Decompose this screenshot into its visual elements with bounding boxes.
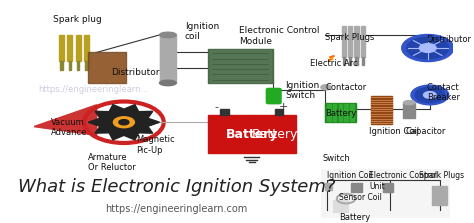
Bar [85,61,88,70]
FancyBboxPatch shape [266,88,281,104]
Bar [321,169,449,218]
Text: Ignition Coil: Ignition Coil [369,127,419,136]
Bar [342,26,346,57]
Bar [355,57,358,66]
Circle shape [321,85,331,90]
Bar [436,186,439,205]
Bar [91,55,124,81]
Text: Battery: Battery [325,109,356,118]
Circle shape [119,120,129,125]
Bar [275,109,283,115]
Bar [327,104,330,121]
Bar [345,104,348,121]
Bar [383,183,393,192]
Ellipse shape [160,80,176,86]
Bar [371,96,392,124]
Bar [343,57,345,66]
Circle shape [407,37,449,59]
Text: https://engineeringlearn...: https://engineeringlearn... [38,85,148,94]
Circle shape [411,85,449,105]
Circle shape [419,44,436,52]
Bar [69,61,71,70]
Bar [349,57,351,66]
Bar [432,186,435,205]
Text: Switch: Switch [323,154,351,163]
Text: Electric Arc: Electric Arc [310,59,357,68]
Ellipse shape [160,32,176,38]
Bar [220,109,228,115]
Bar [361,26,365,57]
Text: Distributor: Distributor [111,68,160,77]
Bar [348,26,352,57]
Bar [160,35,176,83]
Circle shape [113,117,134,128]
Text: Battery: Battery [226,128,278,141]
Bar [325,183,332,190]
Text: https://engineeringlearn.com: https://engineeringlearn.com [105,204,247,214]
Circle shape [424,92,436,98]
Bar [77,61,80,70]
Text: What is Electronic Ignition System?: What is Electronic Ignition System? [18,178,335,196]
Circle shape [415,87,445,103]
Text: Spark Plugs: Spark Plugs [419,171,465,180]
Bar [210,50,271,82]
Bar [339,104,342,121]
Text: Ignition Coil: Ignition Coil [327,171,373,180]
Text: Spark Plugs: Spark Plugs [325,33,374,42]
Text: Ignition
coil: Ignition coil [185,22,219,41]
Text: Armature
Or Reluctor: Armature Or Reluctor [88,153,136,172]
Text: Spark plug: Spark plug [53,15,101,24]
Bar [333,200,348,212]
Text: Contactor: Contactor [325,83,366,92]
Bar [333,104,336,121]
Bar [60,61,63,70]
Polygon shape [34,105,97,135]
Text: Distributor: Distributor [426,35,471,44]
Bar [355,26,359,57]
Bar [325,103,356,122]
Bar [67,35,73,61]
Text: Magnetic
Pic-Up: Magnetic Pic-Up [137,135,175,155]
Text: Sensor Coil: Sensor Coil [339,193,382,202]
Bar [403,103,415,118]
Bar [440,186,443,205]
Bar [208,49,273,83]
Text: Electronic Control
Module: Electronic Control Module [239,26,319,45]
Circle shape [402,35,454,62]
Bar [362,57,364,66]
Text: Vacuum
Advance: Vacuum Advance [51,118,87,137]
Bar [208,115,296,153]
Bar [350,104,354,121]
Bar [59,35,64,61]
Bar [88,52,126,83]
Bar [76,35,81,61]
Text: Electronic Control
Unit: Electronic Control Unit [369,171,437,191]
Bar [84,35,89,61]
Bar [351,183,362,192]
Text: -: - [214,102,218,112]
Text: Contact
Breaker: Contact Breaker [427,83,460,102]
Text: Ignition
Switch: Ignition Switch [285,81,319,100]
Text: +: + [278,102,288,112]
Bar [445,186,447,205]
Text: Battery: Battery [252,128,298,141]
Polygon shape [88,105,160,140]
Ellipse shape [403,101,415,105]
Text: Battery: Battery [339,213,370,222]
Text: Capacitor: Capacitor [406,127,447,136]
